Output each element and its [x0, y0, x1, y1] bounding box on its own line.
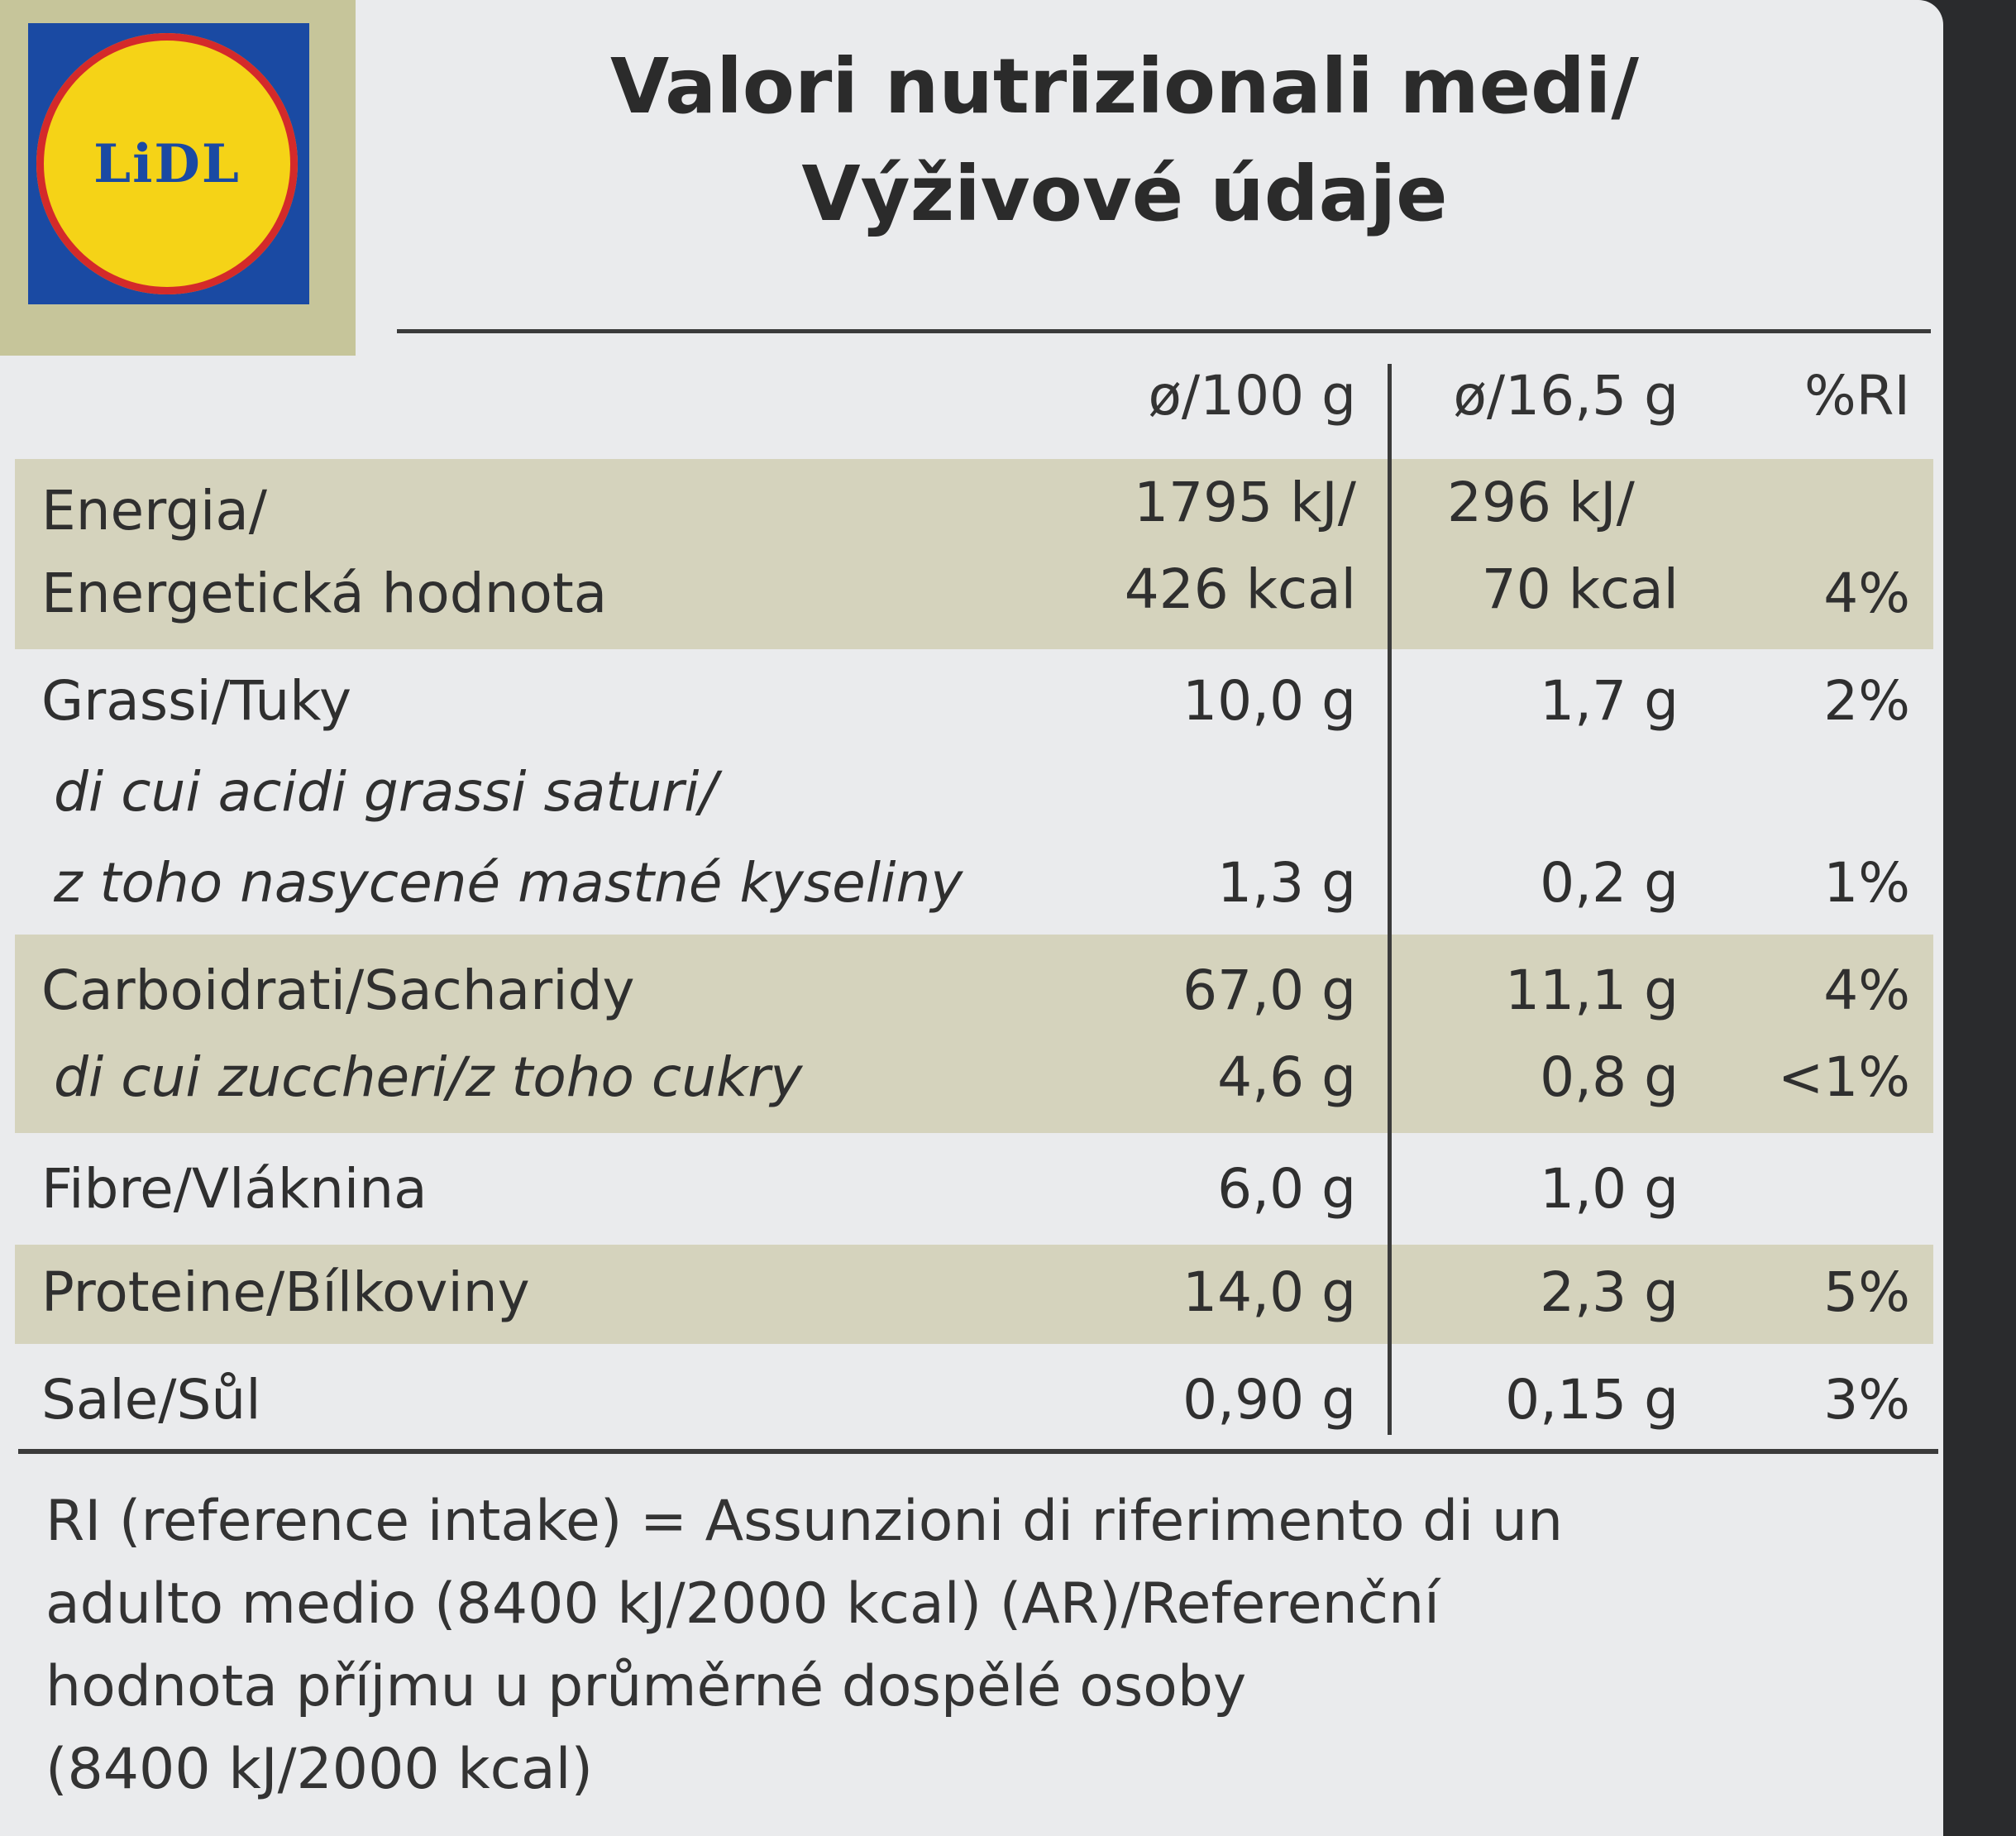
- lidl-logo-circle: LiDL: [36, 33, 298, 294]
- nutrition-label: LiDL Valori nutrizionali medi/ Výživové …: [0, 0, 1943, 1836]
- row-carbs-label: Carboidrati/Sacharidy: [41, 959, 635, 1022]
- row-energy-per100-kcal: 426 kcal: [1124, 557, 1356, 621]
- row-saturated-serving: 0,2 g: [1540, 851, 1679, 915]
- row-carbs-ri: 4%: [1823, 959, 1910, 1022]
- lidl-logo: LiDL: [28, 23, 309, 304]
- row-fibre-per100: 6,0 g: [1217, 1157, 1356, 1221]
- table-bottom-divider: [18, 1449, 1938, 1454]
- row-energy-serving-kcal: 70 kcal: [1481, 557, 1679, 621]
- row-energy-label-1: Energia/: [41, 479, 268, 543]
- row-fibre-serving: 1,0 g: [1540, 1157, 1679, 1221]
- footnote-line-3: hodnota příjmu u průměrné dospělé osoby: [45, 1654, 1247, 1719]
- row-energy-per100-kj: 1795 kJ/: [1134, 471, 1356, 534]
- band-protein: [15, 1245, 1933, 1344]
- title-line-2: Výživové údaje: [801, 150, 1448, 238]
- footnote-line-1: RI (reference intake) = Assunzioni di ri…: [45, 1489, 1564, 1554]
- row-fibre-label: Fibre/Vláknina: [41, 1157, 428, 1221]
- row-protein-serving: 2,3 g: [1540, 1260, 1679, 1324]
- row-saturated-ri: 1%: [1823, 851, 1910, 915]
- row-protein-label: Proteine/Bílkoviny: [41, 1260, 530, 1324]
- lidl-logo-text: LiDL: [93, 132, 241, 195]
- row-fat-ri: 2%: [1823, 669, 1910, 733]
- row-salt-per100: 0,90 g: [1182, 1368, 1356, 1432]
- band-carbs: [15, 935, 1933, 1133]
- row-saturated-label-2: z toho nasycené mastné kyseliny: [54, 851, 963, 915]
- header-ri: %RI: [1803, 364, 1910, 428]
- footnote-line-2: adulto medio (8400 kJ/2000 kcal) (AR)/Re…: [45, 1571, 1440, 1637]
- header-per-serving: ø/16,5 g: [1453, 364, 1679, 428]
- row-protein-ri: 5%: [1823, 1260, 1910, 1324]
- row-sugars-serving: 0,8 g: [1540, 1045, 1679, 1109]
- row-sugars-label: di cui zuccheri/z toho cukry: [54, 1045, 803, 1109]
- row-saturated-per100: 1,3 g: [1217, 851, 1356, 915]
- column-divider: [1388, 364, 1392, 1435]
- title-divider: [397, 329, 1931, 333]
- band-energy: [15, 459, 1933, 649]
- ri-footnote: RI (reference intake) = Assunzioni di ri…: [45, 1480, 1898, 1811]
- row-energy-ri: 4%: [1823, 562, 1910, 625]
- row-salt-serving: 0,15 g: [1505, 1368, 1679, 1432]
- row-energy-label-2: Energetická hodnota: [41, 562, 608, 625]
- row-fat-serving: 1,7 g: [1540, 669, 1679, 733]
- row-salt-label: Sale/Sůl: [41, 1368, 261, 1432]
- row-energy-serving-kj: 296 kJ/: [1447, 471, 1635, 534]
- title-line-1: Valori nutrizionali medi/: [609, 42, 1640, 131]
- row-salt-ri: 3%: [1823, 1368, 1910, 1432]
- row-fat-label: Grassi/Tuky: [41, 669, 352, 733]
- row-fat-per100: 10,0 g: [1182, 669, 1356, 733]
- header-per-100g: ø/100 g: [1148, 364, 1356, 428]
- row-sugars-ri: <1%: [1777, 1045, 1910, 1109]
- row-sugars-per100: 4,6 g: [1217, 1045, 1356, 1109]
- row-protein-per100: 14,0 g: [1182, 1260, 1356, 1324]
- page-title: Valori nutrizionali medi/ Výživové údaje: [463, 33, 1786, 248]
- row-saturated-label-1: di cui acidi grassi saturi/: [54, 760, 718, 824]
- footnote-line-4: (8400 kJ/2000 kcal): [45, 1737, 594, 1802]
- logo-frame: LiDL: [0, 0, 356, 356]
- row-carbs-per100: 67,0 g: [1182, 959, 1356, 1022]
- row-carbs-serving: 11,1 g: [1505, 959, 1679, 1022]
